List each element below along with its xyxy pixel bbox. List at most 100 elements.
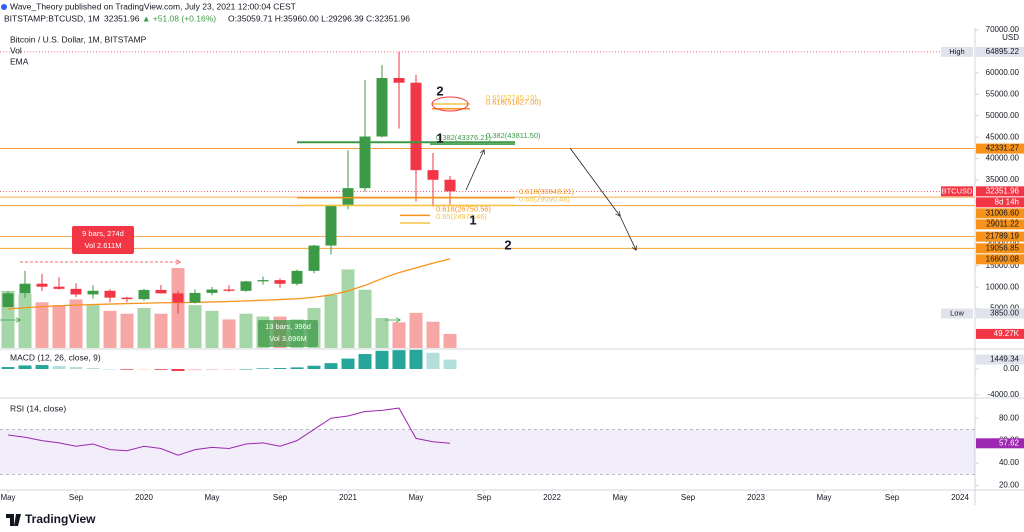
volume-bar [409,312,423,348]
badge-tag-label: Low [950,308,964,317]
candle-body [393,78,405,83]
rsi-tick-label: 40.00 [999,458,1020,467]
highlight-ellipse [431,96,469,112]
macd-hist [392,350,406,369]
x-tick-label: 2022 [543,493,561,502]
badge-tag [941,46,973,57]
price-badge [976,231,1024,242]
fib-label: 0.382(43376.21) [436,133,492,142]
measure-bars: 13 bars, 396d [265,322,311,331]
candle-body [206,289,218,293]
fib-label: 0.65(52745.10) [486,93,537,102]
legend-ema: EMA [10,56,29,66]
macd-hist [426,352,440,369]
price-badge [976,438,1024,449]
measure-vol: Vol 2.611M [85,241,122,250]
chart-title: Bitcoin / U.S. Dollar, 1M, BITSTAMP [10,34,147,44]
volume-bar [239,313,253,348]
candle-body [70,288,82,295]
macd-hist [86,368,100,369]
price-badge [976,354,1024,365]
ema-line [7,258,451,310]
y-tick-label: 40000.00 [986,154,1020,163]
author-icon [1,4,7,10]
y-tick-label: 5000.00 [990,304,1019,313]
price-badge [976,243,1024,254]
measure-vol: Vol 3.696M [269,334,307,343]
rsi-tick-label: 20.00 [999,481,1020,490]
price-badge-label: 29011.22 [986,219,1019,228]
legend-volume: Vol [10,45,22,55]
price-change: ▲ +51.08 (+0.16%) [142,13,216,23]
y-tick-label: 35000.00 [986,175,1020,184]
x-tick-label: 2020 [135,493,153,502]
brand: TradingView [25,512,96,526]
volume-bar [222,319,236,348]
macd-hist [273,368,287,369]
volume-bar [137,308,151,348]
candle-body [2,293,14,308]
candle-body [342,188,354,206]
macd-hist [290,367,304,369]
measure-box [258,320,318,347]
volume-bar [426,321,440,348]
price-badge [976,254,1024,265]
price-badge-label: 64895.22 [986,47,1020,56]
x-tick-label: May [612,493,627,502]
price-badge [976,186,1024,197]
x-tick-label: Sep [885,493,900,502]
candle-body [410,82,422,171]
last-price: 32351.96 [104,13,140,23]
badge-tag-label: BTCUSD [942,186,973,195]
price-badge-label: 21789.19 [986,232,1020,241]
x-tick-label: May [816,493,831,502]
macd-hist [443,359,457,369]
price-badge-label: 19056.85 [986,243,1020,252]
arrow [465,150,484,191]
macd-tick-label: -4000.00 [987,390,1019,399]
price-badge [976,197,1024,208]
macd-hist [205,369,219,370]
x-tick-label: May [0,493,15,502]
candle-body [291,270,303,284]
wave-label: 2 [504,237,511,252]
macd-hist [239,369,253,370]
price-badge-label: 3850.00 [990,309,1019,318]
macd-hist [1,367,15,369]
price-badge [976,208,1024,219]
candle-body [172,293,184,303]
price-badge [976,308,1024,319]
badge-tag [941,308,973,319]
volume-bar [341,269,355,348]
price-badge-label: 57.62 [999,438,1020,447]
candle-body [359,136,371,189]
candle-body [444,179,456,192]
candle-body [36,283,48,287]
price-badge [976,46,1024,57]
ohlc: O:35059.71 H:35960.00 L:29296.39 C:32351… [228,13,410,23]
macd-hist [307,365,321,369]
price-badge [976,219,1024,230]
badge-tag-label: High [949,47,964,56]
price-badge-label: 16600.08 [986,254,1020,263]
macd-hist [137,369,151,370]
volume-bar [154,313,168,348]
brand-logo [6,514,21,526]
x-tick-label: Sep [681,493,696,502]
macd-tick-label: 0.00 [1003,364,1019,373]
y-tick-label: 15000.00 [986,261,1020,270]
wave-label: 1 [436,130,443,145]
macd-hist [324,363,338,369]
x-tick-label: 2024 [951,493,969,502]
volume-bar [103,310,117,348]
candle-body [325,205,337,246]
fib-label: 0.65(24976.46) [436,212,487,221]
volume-bar [188,305,202,348]
macd-hist [171,369,185,371]
macd-hist [154,369,168,370]
candle-body [257,280,269,282]
macd-hist [341,358,355,369]
volume-bar [392,322,406,348]
